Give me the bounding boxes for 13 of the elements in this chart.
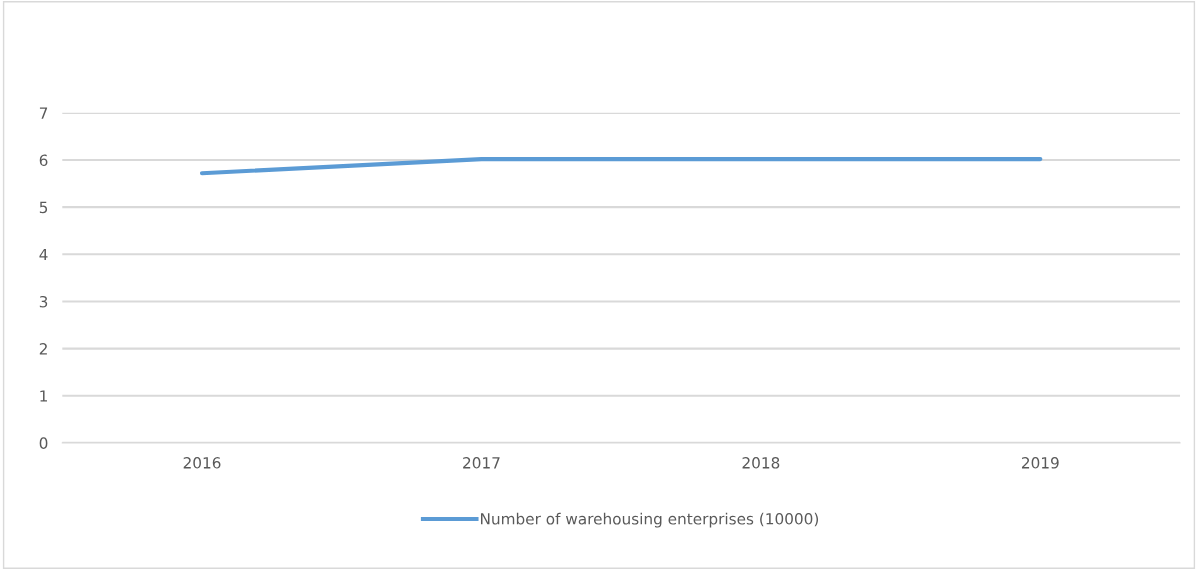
y-tick-label: 0 [39, 437, 48, 449]
y-tick-label: 3 [39, 295, 48, 308]
x-tick-label: 2017 [463, 457, 500, 469]
x-tick-label: 2018 [742, 457, 780, 469]
y-tick-label: 2 [39, 343, 47, 355]
y-tick-label: 6 [39, 154, 48, 167]
legend-label: Number of warehousing enterprises (10000) [481, 512, 819, 528]
y-tick-label: 5 [39, 201, 48, 214]
y-tick-label: 7 [39, 107, 48, 119]
x-tick-label: 2019 [1021, 457, 1059, 469]
y-tick-label: 1 [40, 390, 47, 402]
y-tick-label: 4 [39, 248, 48, 261]
x-tick-label: 2016 [183, 457, 221, 469]
